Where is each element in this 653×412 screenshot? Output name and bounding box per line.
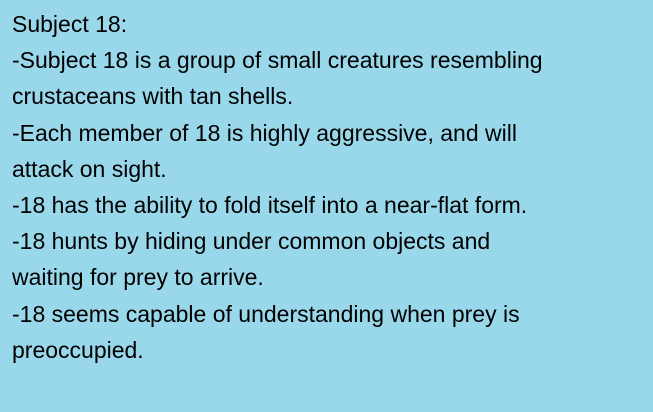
note-line: -Each member of 18 is highly aggressive,… [12, 119, 517, 146]
note-line: -18 seems capable of understanding when … [12, 300, 520, 327]
note-line: -18 has the ability to fold itself into … [12, 192, 528, 219]
note-line: waiting for prey to arrive. [12, 264, 264, 291]
note-line: attack on sight. [12, 155, 167, 182]
note-line: crustaceans with tan shells. [12, 83, 294, 110]
note-title: Subject 18: [12, 11, 128, 37]
note-line: -18 hunts by hiding under common objects… [12, 228, 491, 255]
note-line: preoccupied. [12, 336, 144, 363]
note-line: -Subject 18 is a group of small creature… [12, 47, 543, 74]
